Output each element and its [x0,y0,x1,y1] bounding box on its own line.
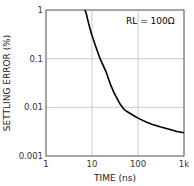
y-tick-label: 0.001 [19,151,43,161]
x-tick-label: 1 [43,159,48,169]
plot-frame [46,10,184,156]
x-axis-label: TIME (ns) [93,173,136,183]
annotation: RL = 100Ω [126,16,175,26]
plot-area [85,10,184,133]
y-grid-line [46,58,184,59]
tick-labels: 1 10 100 1k 0.001 0.01 0.1 1 [19,5,190,169]
y-tick-label: 0.1 [29,54,43,64]
chart: 1 10 100 1k 0.001 0.01 0.1 1 TIME (ns) SETTLING E… [0,0,194,186]
y-axis-label: SETTLING ERROR (%) [2,35,12,131]
x-tick-label: 100 [130,159,146,169]
curve [85,10,184,133]
x-tick-label: 1k [179,159,189,169]
y-tick-label: 0.01 [24,102,43,112]
x-grid-line [138,10,139,156]
y-tick-label: 1 [38,5,43,15]
y-grid-line [46,107,184,108]
grid [46,10,184,156]
x-tick-label: 10 [87,159,98,169]
